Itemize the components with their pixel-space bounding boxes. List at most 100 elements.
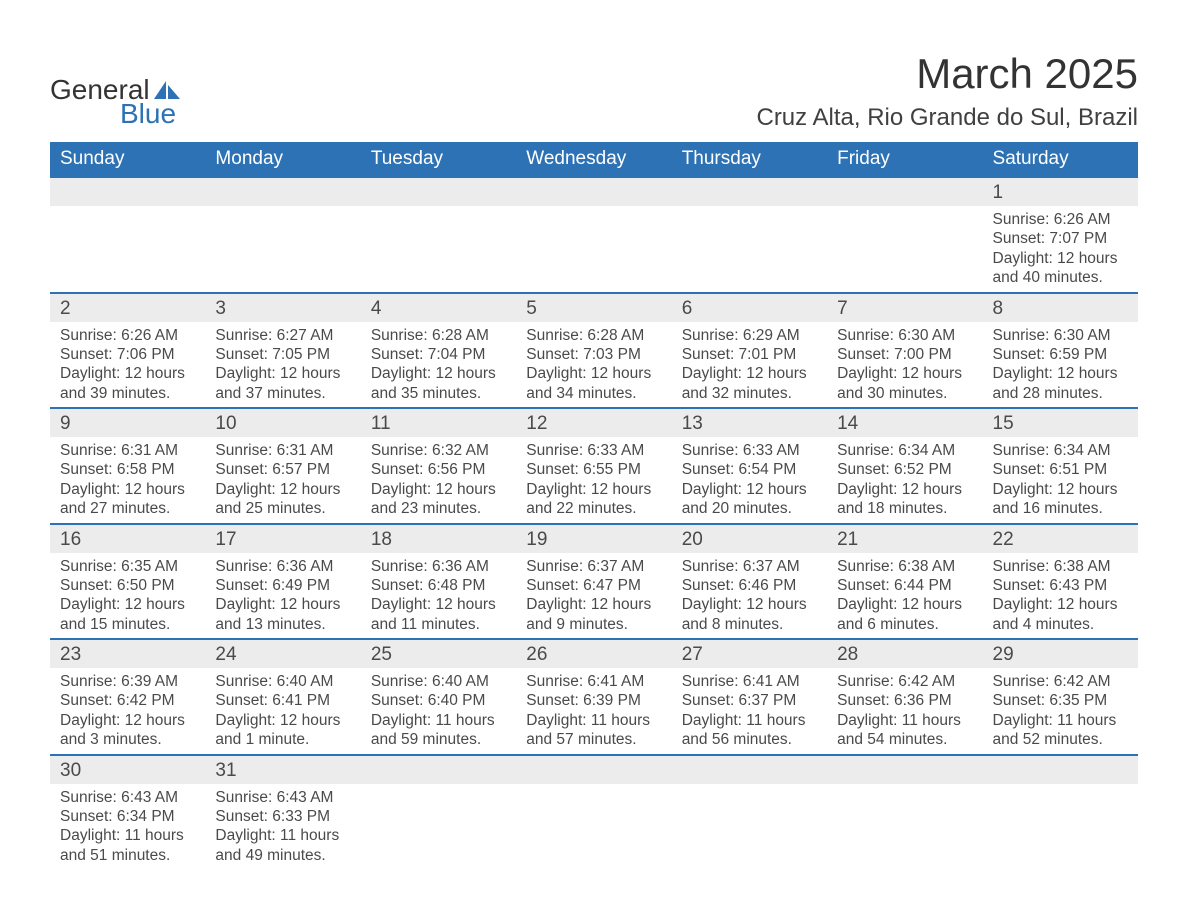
day-number: 6 [672, 294, 827, 322]
day-content: Sunrise: 6:29 AMSunset: 7:01 PMDaylight:… [672, 322, 827, 408]
sunset-text: Sunset: 7:06 PM [60, 345, 195, 364]
sunrise-text: Sunrise: 6:43 AM [215, 788, 350, 807]
sunset-text: Sunset: 6:48 PM [371, 576, 506, 595]
day-number: 13 [672, 409, 827, 437]
daylight-text: Daylight: 12 hours and 15 minutes. [60, 595, 195, 634]
sunrise-text: Sunrise: 6:41 AM [682, 672, 817, 691]
day-content: Sunrise: 6:34 AMSunset: 6:52 PMDaylight:… [827, 437, 982, 523]
week-row: 1Sunrise: 6:26 AMSunset: 7:07 PMDaylight… [50, 177, 1138, 293]
daylight-text: Daylight: 12 hours and 6 minutes. [837, 595, 972, 634]
day-content: Sunrise: 6:26 AMSunset: 7:06 PMDaylight:… [50, 322, 205, 408]
sunrise-text: Sunrise: 6:42 AM [993, 672, 1128, 691]
daylight-text: Daylight: 12 hours and 23 minutes. [371, 480, 506, 519]
daylight-text: Daylight: 12 hours and 39 minutes. [60, 364, 195, 403]
day-content: Sunrise: 6:38 AMSunset: 6:44 PMDaylight:… [827, 553, 982, 639]
calendar-cell: 11Sunrise: 6:32 AMSunset: 6:56 PMDayligh… [361, 408, 516, 524]
calendar-cell: 27Sunrise: 6:41 AMSunset: 6:37 PMDayligh… [672, 639, 827, 755]
day-number [827, 178, 982, 206]
weekday-thursday: Thursday [672, 142, 827, 177]
day-content [672, 206, 827, 270]
weekday-sunday: Sunday [50, 142, 205, 177]
day-number: 8 [983, 294, 1138, 322]
week-row: 9Sunrise: 6:31 AMSunset: 6:58 PMDaylight… [50, 408, 1138, 524]
sunset-text: Sunset: 7:05 PM [215, 345, 350, 364]
day-content: Sunrise: 6:42 AMSunset: 6:35 PMDaylight:… [983, 668, 1138, 754]
calendar-cell: 1Sunrise: 6:26 AMSunset: 7:07 PMDaylight… [983, 177, 1138, 293]
weekday-monday: Monday [205, 142, 360, 177]
daylight-text: Daylight: 12 hours and 32 minutes. [682, 364, 817, 403]
calendar-cell: 29Sunrise: 6:42 AMSunset: 6:35 PMDayligh… [983, 639, 1138, 755]
day-number: 20 [672, 525, 827, 553]
daylight-text: Daylight: 12 hours and 1 minute. [215, 711, 350, 750]
sunrise-text: Sunrise: 6:33 AM [682, 441, 817, 460]
calendar-cell: 5Sunrise: 6:28 AMSunset: 7:03 PMDaylight… [516, 293, 671, 409]
sunset-text: Sunset: 6:54 PM [682, 460, 817, 479]
daylight-text: Daylight: 12 hours and 9 minutes. [526, 595, 661, 634]
day-content: Sunrise: 6:33 AMSunset: 6:54 PMDaylight:… [672, 437, 827, 523]
sunset-text: Sunset: 6:41 PM [215, 691, 350, 710]
title-block: March 2025 Cruz Alta, Rio Grande do Sul,… [756, 50, 1138, 132]
daylight-text: Daylight: 12 hours and 34 minutes. [526, 364, 661, 403]
sunrise-text: Sunrise: 6:31 AM [60, 441, 195, 460]
calendar-cell: 9Sunrise: 6:31 AMSunset: 6:58 PMDaylight… [50, 408, 205, 524]
sunset-text: Sunset: 6:44 PM [837, 576, 972, 595]
calendar-cell: 25Sunrise: 6:40 AMSunset: 6:40 PMDayligh… [361, 639, 516, 755]
sunrise-text: Sunrise: 6:30 AM [837, 326, 972, 345]
day-number: 7 [827, 294, 982, 322]
sunset-text: Sunset: 6:57 PM [215, 460, 350, 479]
day-number [50, 178, 205, 206]
day-content: Sunrise: 6:37 AMSunset: 6:46 PMDaylight:… [672, 553, 827, 639]
sunrise-text: Sunrise: 6:36 AM [371, 557, 506, 576]
sunrise-text: Sunrise: 6:37 AM [526, 557, 661, 576]
daylight-text: Daylight: 12 hours and 11 minutes. [371, 595, 506, 634]
sunset-text: Sunset: 6:55 PM [526, 460, 661, 479]
day-content [983, 784, 1138, 848]
day-content: Sunrise: 6:37 AMSunset: 6:47 PMDaylight:… [516, 553, 671, 639]
calendar-cell [983, 755, 1138, 870]
day-content: Sunrise: 6:28 AMSunset: 7:03 PMDaylight:… [516, 322, 671, 408]
day-number: 1 [983, 178, 1138, 206]
logo-text-bottom: Blue [120, 100, 182, 128]
day-number [827, 756, 982, 784]
day-content: Sunrise: 6:28 AMSunset: 7:04 PMDaylight:… [361, 322, 516, 408]
sunset-text: Sunset: 7:03 PM [526, 345, 661, 364]
daylight-text: Daylight: 12 hours and 22 minutes. [526, 480, 661, 519]
day-number: 24 [205, 640, 360, 668]
daylight-text: Daylight: 12 hours and 4 minutes. [993, 595, 1128, 634]
sunrise-text: Sunrise: 6:37 AM [682, 557, 817, 576]
calendar-cell [361, 177, 516, 293]
week-row: 16Sunrise: 6:35 AMSunset: 6:50 PMDayligh… [50, 524, 1138, 640]
day-content [361, 206, 516, 270]
day-number: 10 [205, 409, 360, 437]
week-row: 30Sunrise: 6:43 AMSunset: 6:34 PMDayligh… [50, 755, 1138, 870]
day-number: 27 [672, 640, 827, 668]
calendar-cell: 2Sunrise: 6:26 AMSunset: 7:06 PMDaylight… [50, 293, 205, 409]
calendar-body: 1Sunrise: 6:26 AMSunset: 7:07 PMDaylight… [50, 177, 1138, 869]
sunrise-text: Sunrise: 6:34 AM [837, 441, 972, 460]
day-content [516, 206, 671, 270]
sunset-text: Sunset: 6:58 PM [60, 460, 195, 479]
day-content: Sunrise: 6:26 AMSunset: 7:07 PMDaylight:… [983, 206, 1138, 292]
daylight-text: Daylight: 12 hours and 18 minutes. [837, 480, 972, 519]
sunset-text: Sunset: 6:51 PM [993, 460, 1128, 479]
day-content [827, 206, 982, 270]
week-row: 23Sunrise: 6:39 AMSunset: 6:42 PMDayligh… [50, 639, 1138, 755]
daylight-text: Daylight: 11 hours and 51 minutes. [60, 826, 195, 865]
day-number [983, 756, 1138, 784]
calendar-cell: 30Sunrise: 6:43 AMSunset: 6:34 PMDayligh… [50, 755, 205, 870]
weekday-row: SundayMondayTuesdayWednesdayThursdayFrid… [50, 142, 1138, 177]
calendar-cell [361, 755, 516, 870]
page-title: March 2025 [756, 50, 1138, 98]
day-content [361, 784, 516, 848]
calendar-cell: 19Sunrise: 6:37 AMSunset: 6:47 PMDayligh… [516, 524, 671, 640]
calendar-cell: 4Sunrise: 6:28 AMSunset: 7:04 PMDaylight… [361, 293, 516, 409]
sunrise-text: Sunrise: 6:38 AM [993, 557, 1128, 576]
calendar-cell: 23Sunrise: 6:39 AMSunset: 6:42 PMDayligh… [50, 639, 205, 755]
day-content [516, 784, 671, 848]
daylight-text: Daylight: 11 hours and 57 minutes. [526, 711, 661, 750]
day-number: 12 [516, 409, 671, 437]
sunrise-text: Sunrise: 6:38 AM [837, 557, 972, 576]
day-number: 17 [205, 525, 360, 553]
sunset-text: Sunset: 7:04 PM [371, 345, 506, 364]
sunrise-text: Sunrise: 6:33 AM [526, 441, 661, 460]
